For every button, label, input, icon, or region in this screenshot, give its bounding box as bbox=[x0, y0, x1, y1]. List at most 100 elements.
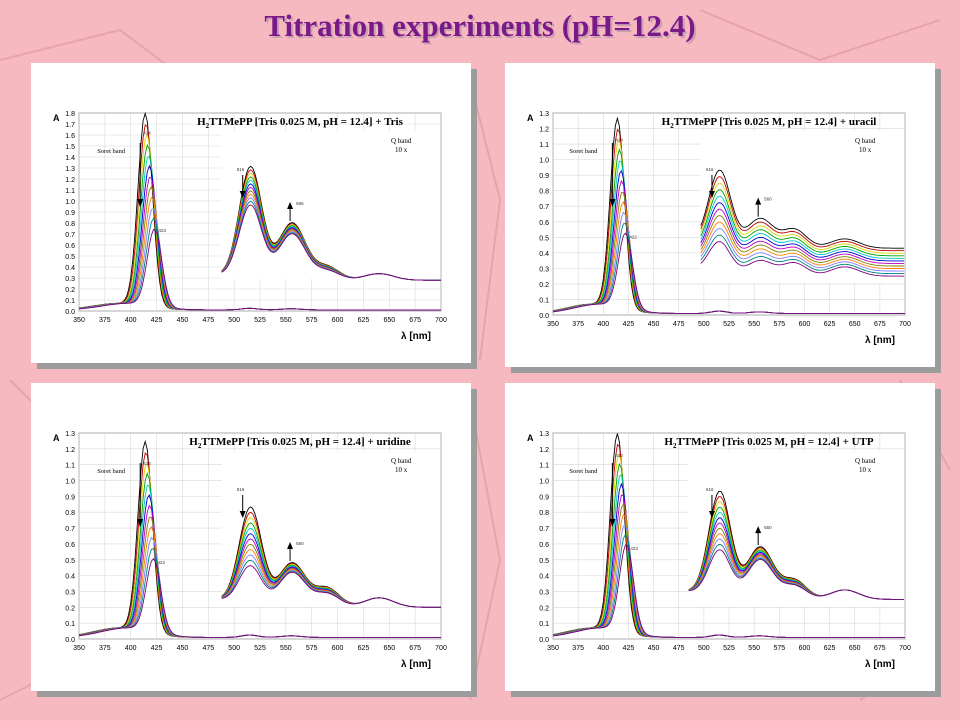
y-tick-label: 0.6 bbox=[539, 542, 549, 549]
y-tick-label: 1.2 bbox=[65, 447, 75, 454]
soret-band-label: Soret band bbox=[569, 148, 598, 155]
y-tick-label: 1.0 bbox=[539, 158, 549, 165]
qband-series-line bbox=[700, 228, 904, 272]
x-tick-label: 475 bbox=[202, 317, 214, 324]
y-tick-label: 0.5 bbox=[65, 558, 75, 565]
y-tick-label: 0.9 bbox=[65, 494, 75, 501]
qband-down-arrowhead bbox=[708, 511, 715, 518]
chart-title: H2TTMePP [Tris 0.025 M, pH = 12.4] + uri… bbox=[189, 436, 411, 450]
x-tick-label: 350 bbox=[73, 645, 85, 652]
x-axis-label: λ [nm] bbox=[401, 331, 431, 342]
qband-series-line bbox=[700, 202, 904, 262]
y-tick-label: 0.6 bbox=[65, 243, 75, 250]
y-tick-label: 0.1 bbox=[539, 297, 549, 304]
y-tick-label: 0.0 bbox=[65, 309, 75, 316]
chart-title-main: H bbox=[189, 436, 198, 448]
x-tick-label: 575 bbox=[773, 645, 785, 652]
y-tick-label: 0.3 bbox=[539, 589, 549, 596]
peak-label: 560 bbox=[764, 197, 772, 202]
x-tick-label: 400 bbox=[597, 645, 609, 652]
y-tick-label: 0.6 bbox=[65, 542, 75, 549]
y-tick-label: 0.0 bbox=[539, 313, 549, 320]
peak-label: 516 bbox=[706, 167, 714, 172]
y-tick-label: 1.4 bbox=[65, 155, 75, 162]
x-tick-label: 375 bbox=[99, 645, 111, 652]
x-tick-label: 700 bbox=[899, 321, 911, 328]
x-tick-label: 500 bbox=[698, 321, 710, 328]
y-tick-label: 1.6 bbox=[65, 133, 75, 140]
chart-title-sub: 2 bbox=[673, 442, 677, 450]
y-tick-label: 0.8 bbox=[539, 189, 549, 196]
y-tick-label: 0.3 bbox=[539, 266, 549, 273]
x-tick-label: 350 bbox=[547, 645, 559, 652]
x-tick-label: 650 bbox=[383, 645, 395, 652]
qband-scale-label: 10 x bbox=[395, 146, 408, 154]
y-tick-label: 0.4 bbox=[539, 574, 549, 581]
x-tick-label: 500 bbox=[228, 317, 240, 324]
y-tick-label: 1.7 bbox=[65, 122, 75, 129]
y-tick-label: 1.8 bbox=[65, 111, 75, 118]
x-tick-label: 375 bbox=[572, 645, 584, 652]
qband-up-arrowhead bbox=[287, 541, 294, 549]
y-tick-label: 0.9 bbox=[65, 210, 75, 217]
qband-series-line bbox=[700, 189, 904, 257]
x-axis-label: λ [nm] bbox=[865, 335, 895, 346]
y-tick-label: 0.0 bbox=[65, 637, 75, 644]
chart-title-rest: TTMePP [Tris 0.025 M, pH = 12.4] + UTP bbox=[676, 436, 873, 448]
y-tick-label: 0.8 bbox=[65, 510, 75, 517]
qband-series-line bbox=[700, 176, 904, 252]
x-tick-label: 650 bbox=[849, 645, 861, 652]
y-tick-label: 0.7 bbox=[539, 526, 549, 533]
y-tick-label: 0.1 bbox=[65, 621, 75, 628]
x-tick-label: 425 bbox=[151, 317, 163, 324]
peak-label: 414 bbox=[143, 461, 151, 466]
x-tick-label: 650 bbox=[849, 321, 861, 328]
qband-inset bbox=[221, 451, 440, 607]
y-tick-label: 1.1 bbox=[539, 463, 549, 470]
x-tick-label: 475 bbox=[202, 645, 214, 652]
y-tick-label: 1.0 bbox=[65, 199, 75, 206]
x-tick-label: 400 bbox=[125, 645, 137, 652]
x-tick-label: 625 bbox=[358, 317, 370, 324]
soret-series-line bbox=[552, 544, 905, 638]
y-tick-label: 0.2 bbox=[65, 287, 75, 294]
qband-down-arrowhead bbox=[708, 191, 715, 198]
x-tick-label: 425 bbox=[151, 645, 163, 652]
peak-label: 414 bbox=[143, 131, 151, 136]
chart-title-rest: TTMePP [Tris 0.025 M, pH = 12.4] + uridi… bbox=[201, 436, 411, 448]
chart-title-rest: TTMePP [Tris 0.025 M, pH = 12.4] + Tris bbox=[209, 116, 403, 128]
x-axis-label: λ [nm] bbox=[865, 659, 895, 670]
x-tick-label: 675 bbox=[409, 645, 421, 652]
chart-utp: 0.0 0.1 0.2 0.3 0.4 0.5 0.6 0.7 0.8 0.9 1.0 1.1 1.2 1… bbox=[527, 431, 911, 670]
chart-panel-uracil: 0.0 0.1 0.2 0.3 0.4 0.5 0.6 0.7 0.8 0.9 1.0 1.1 1.2 1… bbox=[505, 63, 935, 367]
x-tick-label: 525 bbox=[254, 317, 266, 324]
chart-title-sub: 2 bbox=[206, 122, 210, 130]
x-tick-label: 475 bbox=[673, 321, 685, 328]
soret-series-line bbox=[78, 229, 441, 311]
y-tick-label: 0.0 bbox=[539, 637, 549, 644]
y-tick-label: 1.2 bbox=[539, 127, 549, 134]
chart-tris: 0.0 0.1 0.2 0.3 0.4 0.5 0.6 0.7 0.8 0.9 1.0 1.1 1.2 1… bbox=[53, 111, 447, 342]
x-tick-label: 700 bbox=[435, 317, 447, 324]
x-tick-label: 675 bbox=[874, 321, 886, 328]
y-axis-label: A bbox=[527, 113, 534, 123]
y-tick-label: 0.9 bbox=[539, 494, 549, 501]
x-tick-label: 650 bbox=[383, 317, 395, 324]
qband-label: Q band bbox=[391, 457, 412, 465]
y-tick-label: 1.3 bbox=[539, 111, 549, 118]
y-tick-label: 0.2 bbox=[539, 282, 549, 289]
x-tick-label: 525 bbox=[723, 321, 735, 328]
x-tick-label: 400 bbox=[125, 317, 137, 324]
qband-label: Q band bbox=[855, 137, 876, 145]
x-tick-label: 600 bbox=[332, 317, 344, 324]
x-tick-label: 525 bbox=[254, 645, 266, 652]
y-tick-label: 0.1 bbox=[65, 298, 75, 305]
qband-scale-label: 10 x bbox=[859, 146, 872, 154]
x-tick-label: 675 bbox=[409, 317, 421, 324]
y-tick-label: 1.1 bbox=[65, 188, 75, 195]
qband-up-arrowhead bbox=[287, 202, 294, 209]
qband-series-line bbox=[221, 565, 441, 608]
x-tick-label: 550 bbox=[280, 645, 292, 652]
chart-title: H2TTMePP [Tris 0.025 M, pH = 12.4] + UTP bbox=[664, 436, 874, 450]
x-tick-label: 375 bbox=[572, 321, 584, 328]
